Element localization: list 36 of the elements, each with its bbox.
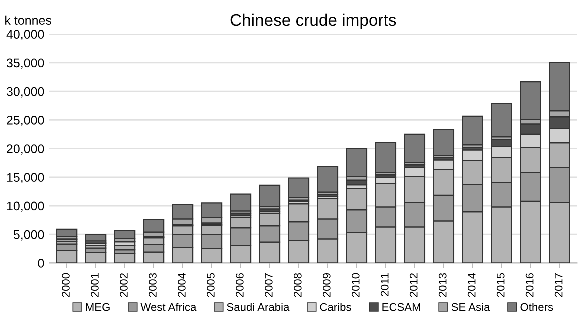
y-tick-label: 5,000 [14,230,44,241]
legend-label: ECSAM [382,303,420,312]
y-tick-label: 20,000 [7,144,44,155]
x-tick-label: 2007 [264,274,273,298]
x-tick-label: 2000 [62,273,70,298]
legend-label: Caribs [320,303,352,312]
y-tick-label: 30,000 [6,87,44,98]
legend-label: MEG [86,303,110,312]
x-tick-label: 2016 [526,273,534,298]
y-tick-label: 40,000 [6,30,44,40]
x-tick-label: 2012 [410,274,418,298]
y-tick-label: 15,000 [7,173,44,184]
x-tick-label: 2004 [178,273,186,298]
chart-title: Chinese crude imports [230,14,396,30]
y-tick-label: 0 [38,259,44,268]
x-tick-label: 2014 [468,273,476,298]
x-tick-label: 2003 [149,273,157,298]
x-tick-label: 2008 [294,273,302,298]
y-tick-label: 25,000 [7,116,44,126]
legend-label: Others [520,303,554,312]
x-tick-label: 2011 [380,273,389,296]
y-tick-label: 35,000 [6,58,44,70]
legend-label: Saudi Arabia [227,303,290,312]
x-tick-label: 2010 [352,273,360,298]
x-tick-label: 2017 [554,274,563,298]
x-tick-label: 2006 [236,273,244,298]
x-tick-label: 2001 [91,273,99,298]
y-axis-title: k tonnes [6,16,52,25]
legend-label: SE Asia [452,303,490,312]
x-tick-label: 2015 [496,273,505,298]
x-tick-label: 2005 [207,273,215,298]
x-tick-label: 2013 [438,273,447,298]
legend-label: West Africa [140,303,197,312]
y-tick-label: 10,000 [7,202,44,212]
x-tick-label: 2009 [322,273,331,298]
x-tick-label: 2002 [120,274,128,298]
